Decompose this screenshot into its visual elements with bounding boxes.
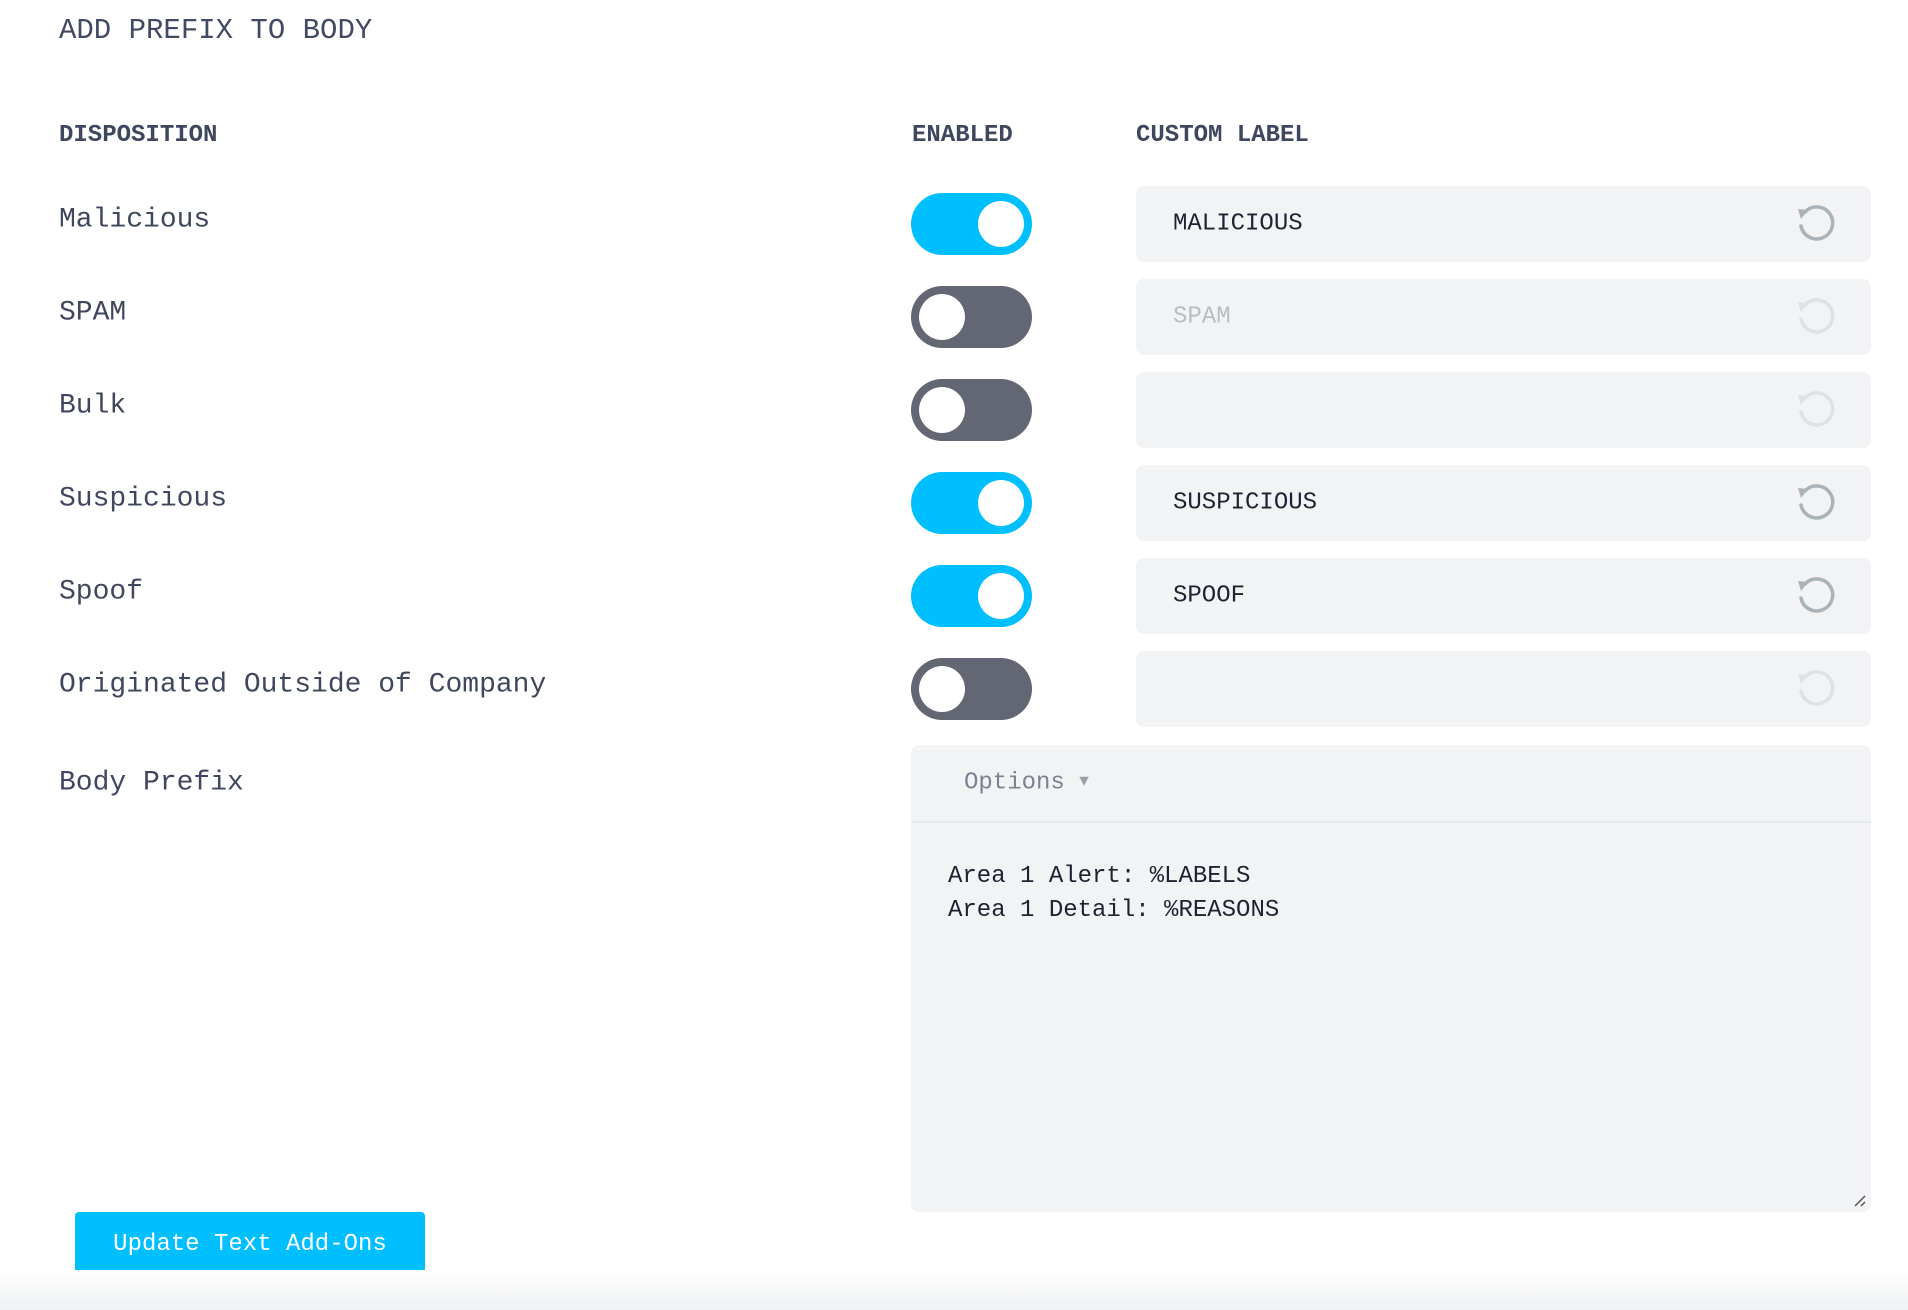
toggle-suspicious[interactable] — [911, 472, 1032, 534]
reset-icon[interactable] — [1793, 388, 1837, 432]
toggle-knob — [978, 201, 1024, 247]
reset-icon[interactable] — [1793, 574, 1837, 618]
toggle-bulk[interactable] — [911, 379, 1032, 441]
disposition-label-malicious: Malicious — [59, 204, 211, 236]
textarea-line: Area 1 Detail: %REASONS — [948, 897, 1280, 924]
toggle-spoof[interactable] — [911, 565, 1032, 627]
toggle-spam[interactable] — [911, 286, 1032, 348]
reset-icon[interactable] — [1793, 481, 1837, 525]
custom-label-input-spoof[interactable]: SPOOF — [1136, 558, 1871, 634]
custom-label-value: SPOOF — [1173, 582, 1246, 610]
disposition-label-suspicious: Suspicious — [59, 483, 228, 515]
textarea-line: Area 1 Alert: %LABELS — [948, 863, 1251, 890]
update-text-addons-button[interactable]: Update Text Add-Ons — [75, 1212, 425, 1276]
custom-label-input-bulk[interactable] — [1136, 372, 1871, 448]
toggle-knob — [978, 480, 1024, 526]
header-enabled: ENABLED — [912, 122, 1013, 149]
custom-label-value: SPAM — [1173, 303, 1231, 331]
section-title: ADD PREFIX TO BODY — [59, 14, 373, 47]
body-prefix-label: Body Prefix — [59, 767, 244, 799]
disposition-label-spoof: Spoof — [59, 576, 144, 608]
toggle-knob — [919, 666, 965, 712]
custom-label-input-originated-outside-of-company[interactable] — [1136, 651, 1871, 727]
custom-label-input-suspicious[interactable]: SUSPICIOUS — [1136, 465, 1871, 541]
options-label: Options ▼ — [964, 769, 1089, 797]
disposition-label-originated-outside-of-company: Originated Outside of Company — [59, 669, 547, 701]
options-dropdown[interactable]: Options ▼ — [911, 745, 1871, 823]
disposition-label-bulk: Bulk — [59, 390, 127, 422]
toggle-malicious[interactable] — [911, 193, 1032, 255]
reset-icon[interactable] — [1793, 202, 1837, 246]
caret-down-icon: ▼ — [1079, 772, 1089, 791]
custom-label-value: MALICIOUS — [1173, 210, 1303, 238]
reset-icon[interactable] — [1793, 295, 1837, 339]
custom-label-input-spam[interactable]: SPAM — [1136, 279, 1871, 355]
toggle-knob — [978, 573, 1024, 619]
toggle-knob — [919, 387, 965, 433]
disposition-label-spam: SPAM — [59, 297, 127, 329]
header-custom-label: CUSTOM LABEL — [1136, 122, 1309, 149]
custom-label-value: SUSPICIOUS — [1173, 489, 1318, 517]
toggle-originated-outside-of-company[interactable] — [911, 658, 1032, 720]
body-prefix-textarea[interactable]: Area 1 Alert: %LABELS Area 1 Detail: %RE… — [911, 823, 1871, 1212]
reset-icon[interactable] — [1793, 667, 1837, 711]
footer-shade — [0, 1270, 1908, 1310]
header-disposition: DISPOSITION — [59, 122, 218, 149]
custom-label-input-malicious[interactable]: MALICIOUS — [1136, 186, 1871, 262]
toggle-knob — [919, 294, 965, 340]
resize-handle-icon[interactable] — [1851, 1192, 1867, 1208]
